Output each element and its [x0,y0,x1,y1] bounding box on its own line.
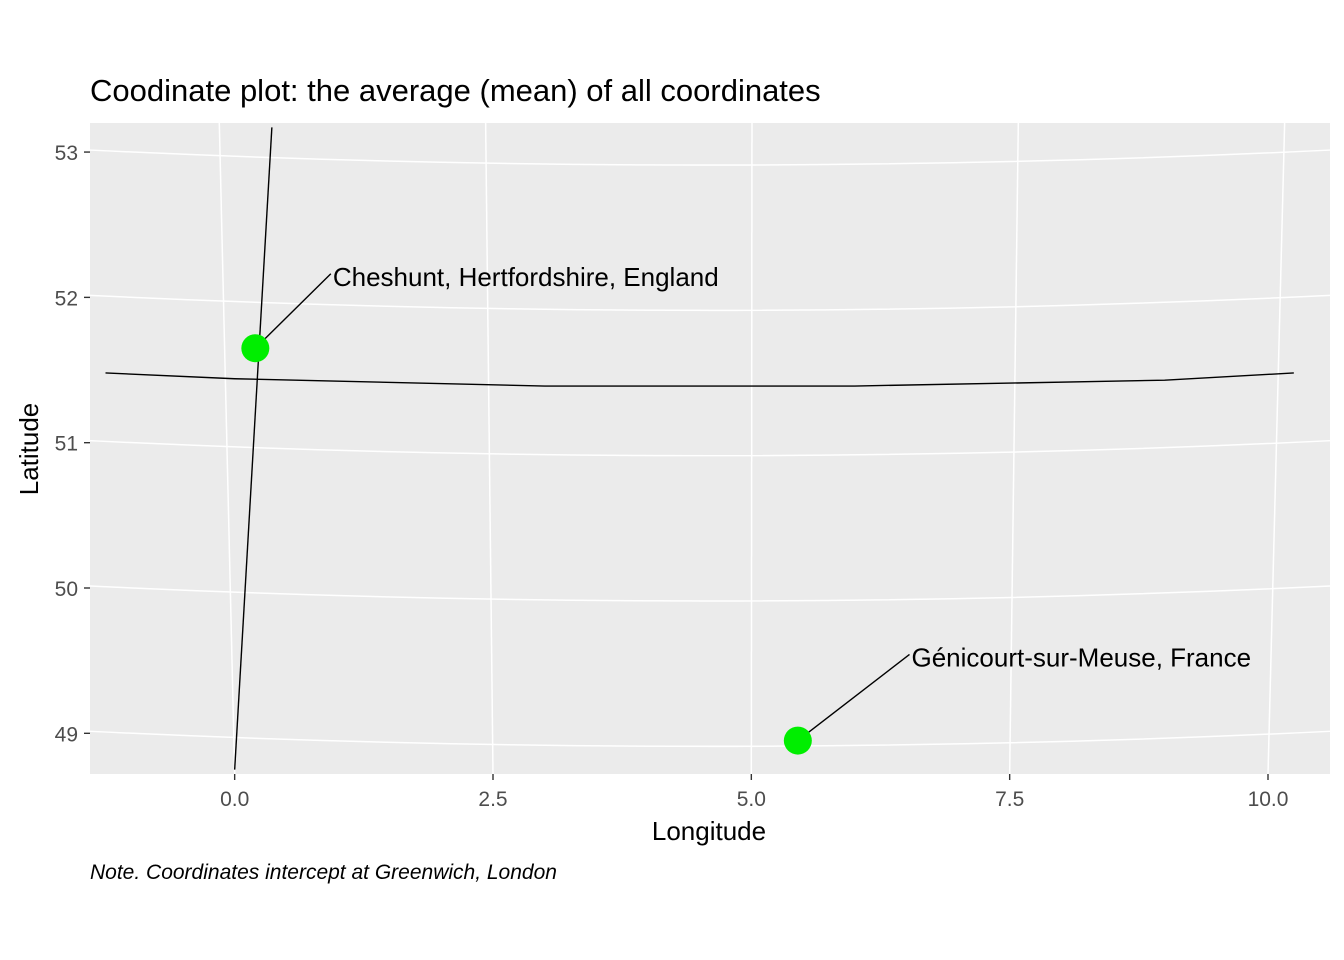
point-label-1: Génicourt-sur-Meuse, France [912,642,1252,672]
y-axis-ticks: 49 50 51 52 53 [55,142,90,746]
grid-line-y-0 [89,730,1331,748]
grid-line-y-1 [89,585,1331,602]
x-tick-label-4: 10.0 [1248,788,1289,811]
grid-line-x-1 [484,122,494,775]
grid-line-y-2 [89,439,1331,457]
grid-line-x-2 [750,122,753,775]
x-axis-ticks: 0.0 2.5 5.0 7.5 10.0 [220,774,1288,811]
data-points [241,334,812,755]
point-labels: Cheshunt, Hertfordshire, England Génicour… [254,262,1252,742]
x-tick-label-3: 7.5 [995,788,1024,811]
x-axis-title: Longitude [652,816,766,846]
grid-line-x-4 [1267,122,1286,775]
data-point-0 [241,334,270,363]
chart-title: Coodinate plot: the average (mean) of al… [90,73,821,108]
y-tick-label-4: 53 [55,142,78,165]
x-tick-label-0: 0.0 [220,788,249,811]
reference-lines [105,127,1294,770]
grid-line-x-3 [1008,122,1020,775]
x-tick-label-2: 5.0 [737,788,766,811]
x-tick-label-1: 2.5 [478,788,507,811]
grid-line-y-3 [89,294,1331,312]
grid-lines [89,122,1331,775]
point-leader-line-0 [254,273,332,349]
meridian-line [233,127,273,770]
parallel-line [105,372,1294,387]
point-leader-line-1 [797,653,910,742]
point-label-0: Cheshunt, Hertfordshire, England [333,262,719,292]
y-tick-label-1: 50 [55,578,78,601]
y-axis-title: Latitude [14,403,44,496]
grid-line-y-4 [89,149,1331,166]
data-point-1 [783,726,812,755]
y-tick-label-3: 52 [55,287,78,310]
y-tick-label-0: 49 [55,723,78,746]
grid-line-x-0 [218,122,236,775]
y-tick-label-2: 51 [55,433,78,456]
chart-caption: Note. Coordinates intercept at Greenwich… [90,861,557,884]
